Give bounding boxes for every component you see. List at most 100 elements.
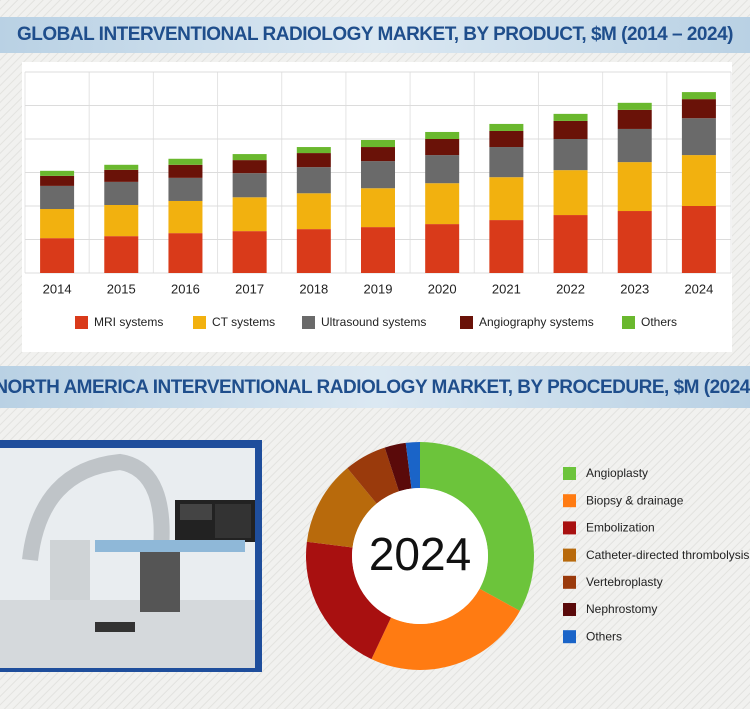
bar-segment: [361, 147, 395, 162]
bar-segment: [232, 197, 267, 232]
legend-label: Ultrasound systems: [321, 315, 426, 329]
bar-segment: [296, 167, 331, 194]
bar-segment: [617, 162, 652, 212]
chart-title: NORTH AMERICA INTERVENTIONAL RADIOLOGY M…: [0, 377, 750, 398]
legend-label: Catheter-directed thrombolysis: [586, 548, 749, 562]
x-tick-label: 2023: [620, 281, 649, 296]
bar-segment: [489, 147, 524, 178]
legend-swatch: [563, 548, 576, 562]
legend-label: Angiography systems: [479, 315, 594, 329]
bar-segment: [553, 120, 588, 139]
bar-segment: [425, 131, 460, 139]
bar-segment: [296, 147, 331, 154]
bar-segment: [361, 227, 395, 273]
legend-label: Vertebroplasty: [586, 575, 663, 589]
legend-label: Angioplasty: [586, 466, 648, 480]
bar-segment: [104, 181, 139, 205]
legend-swatch: [622, 316, 635, 329]
donut-slice: [405, 442, 420, 489]
bar-segment: [296, 153, 331, 168]
legend-swatch: [75, 316, 88, 329]
bar-segment: [361, 188, 395, 228]
bar-segment: [40, 185, 75, 210]
bar-segment: [617, 128, 652, 163]
bar-segment: [489, 177, 524, 221]
bar-segment: [681, 155, 716, 206]
bar-segment: [168, 164, 203, 178]
donut-slice: [306, 541, 392, 660]
x-tick-label: 2017: [235, 281, 264, 296]
bar-segment: [425, 139, 460, 156]
bar-segment: [104, 169, 139, 182]
bar-segment: [104, 204, 139, 237]
bar-segment: [617, 102, 652, 110]
bar-segment: [681, 118, 716, 156]
x-tick-label: 2016: [171, 281, 200, 296]
legend-label: Others: [641, 315, 677, 329]
bar-segment: [232, 154, 267, 161]
bar-segment: [232, 173, 267, 198]
x-tick-label: 2024: [684, 281, 713, 296]
bar-segment: [296, 193, 331, 230]
donut-slice: [371, 588, 520, 670]
legend-swatch: [563, 521, 576, 535]
x-tick-label: 2018: [299, 281, 328, 296]
bar-segment: [168, 200, 203, 234]
legend-label: Biopsy & drainage: [586, 493, 684, 507]
bar-segment: [553, 113, 588, 121]
x-tick-label: 2021: [492, 281, 521, 296]
legend-swatch: [460, 316, 473, 329]
x-tick-label: 2019: [364, 281, 393, 296]
legend-label: Embolization: [586, 521, 655, 535]
legend-swatch: [563, 630, 576, 644]
donut-hole: [352, 488, 488, 624]
title-band: [0, 366, 750, 408]
donut-slice: [384, 442, 412, 492]
bar-segment: [489, 130, 524, 148]
bar-segment: [232, 160, 267, 174]
x-tick-label: 2022: [556, 281, 585, 296]
legend-swatch: [563, 575, 576, 589]
bar-segment: [681, 206, 716, 273]
legend-label: MRI systems: [94, 315, 163, 329]
bar-segment: [232, 231, 267, 273]
photo: [0, 440, 262, 672]
legend-swatch: [193, 316, 206, 329]
bar-segment: [617, 211, 652, 273]
bar-segment: [681, 92, 716, 100]
bar-segment: [553, 139, 588, 171]
bar-segment: [361, 161, 395, 189]
bar-segment: [553, 170, 588, 216]
legend-label: Nephrostomy: [586, 602, 657, 616]
legend-swatch: [563, 603, 576, 616]
bar-segment: [489, 220, 524, 273]
x-tick-label: 2015: [107, 281, 136, 296]
bar-segment: [40, 170, 75, 176]
bar-segment: [168, 233, 203, 273]
donut-slice: [306, 468, 377, 548]
bar-segment: [425, 155, 460, 184]
bar-segment: [296, 229, 331, 273]
title-band: [0, 17, 750, 53]
legend-label: Others: [586, 629, 622, 643]
bar-segment: [553, 215, 588, 273]
bar-segment: [40, 238, 75, 273]
bar-segment: [681, 99, 716, 119]
legend-swatch: [563, 494, 576, 508]
bar-segment: [425, 183, 460, 225]
donut-slice: [420, 442, 535, 611]
bar-segment: [40, 175, 75, 186]
chart-title: GLOBAL INTERVENTIONAL RADIOLOGY MARKET, …: [17, 24, 733, 45]
bar-segment: [489, 123, 524, 131]
bar-segment: [617, 109, 652, 129]
donut-slice: [347, 447, 399, 504]
x-tick-label: 2020: [428, 281, 457, 296]
bar-segment: [104, 236, 139, 273]
x-tick-label: 2014: [43, 281, 72, 296]
bar-segment: [40, 209, 75, 239]
bar-segment: [168, 177, 203, 201]
bar-segment: [168, 158, 203, 165]
legend-swatch: [563, 467, 576, 480]
